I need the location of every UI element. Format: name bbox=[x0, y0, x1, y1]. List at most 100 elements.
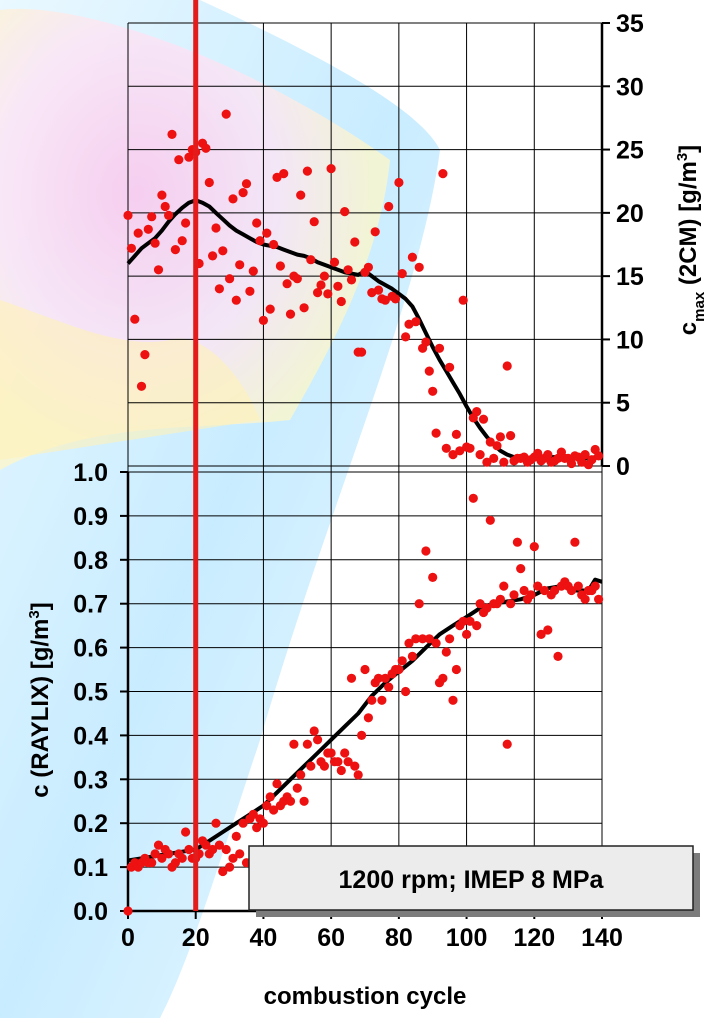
lower-data-point bbox=[211, 818, 221, 828]
lower-data-point bbox=[153, 840, 164, 850]
upper-data-point bbox=[211, 223, 221, 233]
lower-data-point bbox=[485, 515, 495, 525]
upper-data-point bbox=[150, 238, 160, 248]
upper-data-point bbox=[136, 381, 147, 391]
upper-data-point bbox=[221, 109, 231, 119]
lower-data-point bbox=[231, 831, 241, 842]
upper-data-point bbox=[390, 294, 401, 304]
right-y-tick-label: 0 bbox=[616, 453, 630, 481]
x-tick-label: 0 bbox=[121, 924, 135, 952]
upper-data-point bbox=[401, 332, 411, 342]
upper-data-point bbox=[357, 347, 367, 357]
lower-data-point bbox=[533, 581, 543, 591]
lower-data-point bbox=[170, 858, 180, 868]
upper-data-point bbox=[130, 314, 140, 324]
upper-data-point bbox=[245, 286, 255, 296]
upper-data-point bbox=[285, 309, 296, 319]
lower-data-point bbox=[252, 823, 262, 833]
lower-data-point bbox=[225, 862, 235, 872]
right-y-tick-label: 35 bbox=[616, 10, 644, 38]
right-y-title-end: ] bbox=[675, 145, 702, 153]
upper-data-point bbox=[157, 190, 167, 200]
lower-data-point bbox=[292, 783, 302, 793]
upper-data-point bbox=[397, 269, 407, 279]
upper-data-point bbox=[170, 245, 180, 255]
lower-data-point bbox=[506, 599, 516, 609]
upper-data-point bbox=[495, 432, 505, 442]
lower-data-point bbox=[269, 805, 279, 815]
right-y-tick-label: 5 bbox=[616, 390, 630, 418]
upper-data-point bbox=[414, 262, 424, 272]
x-tick-label: 100 bbox=[446, 924, 488, 952]
lower-data-point bbox=[512, 537, 523, 547]
upper-data-point bbox=[147, 212, 157, 222]
upper-data-point bbox=[231, 295, 241, 305]
upper-data-point bbox=[279, 169, 289, 179]
x-tick-label: 40 bbox=[250, 924, 278, 952]
upper-data-point bbox=[235, 260, 245, 270]
lower-data-point bbox=[394, 664, 404, 675]
lower-data-point bbox=[164, 849, 174, 859]
upper-data-point bbox=[455, 446, 465, 456]
lower-data-point bbox=[502, 739, 512, 749]
left-y-title-end: ] bbox=[27, 602, 54, 610]
upper-data-point bbox=[594, 451, 604, 461]
data-points bbox=[123, 109, 604, 916]
upper-data-point bbox=[140, 350, 150, 360]
upper-data-point bbox=[533, 448, 543, 458]
x-tick-label: 60 bbox=[317, 924, 345, 952]
right-y-tick-label: 15 bbox=[616, 263, 644, 291]
upper-data-point bbox=[445, 362, 455, 372]
lower-data-point bbox=[424, 634, 434, 644]
lower-data-point bbox=[285, 796, 296, 806]
upper-data-point bbox=[438, 169, 448, 179]
upper-data-point bbox=[370, 227, 380, 237]
upper-data-point bbox=[272, 172, 282, 182]
upper-data-point bbox=[252, 218, 262, 228]
right-y-tick-label: 10 bbox=[616, 326, 644, 354]
upper-data-point bbox=[269, 239, 279, 250]
upper-data-point bbox=[201, 143, 211, 153]
upper-data-point bbox=[485, 437, 495, 447]
upper-data-point bbox=[373, 285, 384, 295]
lower-data-point bbox=[319, 761, 329, 771]
left-y-axis-title: c (RAYLIX) [g/m3] bbox=[26, 602, 54, 797]
upper-data-point bbox=[502, 361, 512, 371]
left-y-tick-label: 0.2 bbox=[73, 810, 108, 838]
lower-data-point bbox=[539, 585, 550, 596]
upper-data-point bbox=[167, 129, 177, 139]
upper-data-point bbox=[292, 274, 302, 284]
lower-data-point bbox=[299, 796, 309, 806]
lower-data-point bbox=[363, 713, 373, 723]
lower-data-point bbox=[258, 818, 268, 828]
upper-data-point bbox=[543, 450, 553, 460]
upper-data-point bbox=[164, 210, 174, 220]
upper-data-point bbox=[407, 252, 417, 262]
right-y-title-main: c bbox=[675, 322, 702, 335]
upper-data-point bbox=[208, 251, 218, 261]
upper-data-point bbox=[428, 386, 438, 396]
upper-data-point bbox=[262, 228, 272, 238]
lower-data-point bbox=[326, 748, 336, 758]
lower-data-point bbox=[296, 770, 306, 780]
upper-data-point bbox=[184, 152, 194, 162]
upper-data-point bbox=[133, 228, 143, 238]
lower-data-point bbox=[313, 735, 323, 745]
right-y-tick-label: 25 bbox=[616, 137, 644, 165]
lower-data-point bbox=[451, 664, 461, 675]
upper-data-point bbox=[587, 455, 597, 465]
lower-data-point bbox=[509, 590, 519, 600]
lower-data-point bbox=[340, 748, 350, 758]
right-y-tick-label: 20 bbox=[616, 200, 644, 228]
lower-data-point bbox=[214, 840, 224, 850]
lower-data-point bbox=[441, 647, 451, 657]
lower-data-point bbox=[431, 638, 441, 648]
left-y-tick-label: 0.8 bbox=[73, 547, 108, 575]
right-y-axis-title: cmax (2CM) [g/m3] bbox=[674, 145, 708, 335]
upper-data-point bbox=[458, 295, 468, 305]
right-y-tick-label: 30 bbox=[616, 73, 644, 101]
lower-data-point bbox=[343, 757, 353, 767]
lower-data-point bbox=[238, 818, 248, 828]
left-y-tick-label: 1.0 bbox=[73, 459, 108, 487]
upper-data-point bbox=[343, 265, 353, 275]
